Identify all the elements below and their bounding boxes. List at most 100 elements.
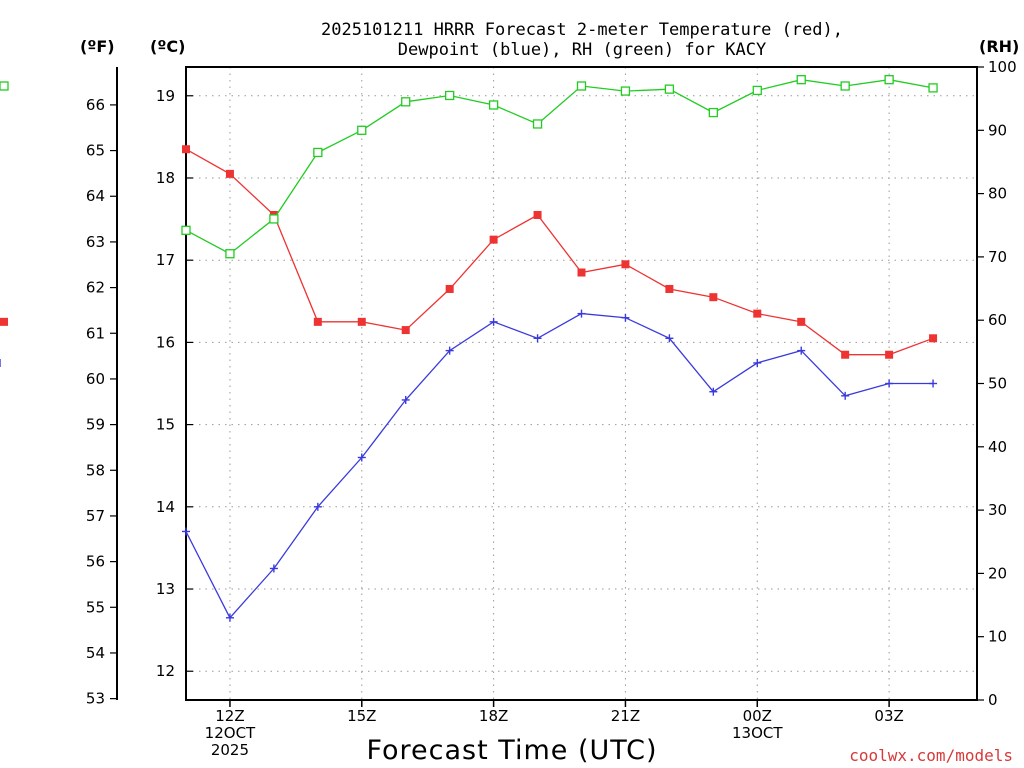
fahrenheit-tick-label: 62 — [86, 279, 105, 297]
rh-point — [357, 125, 367, 135]
temperature-point — [841, 350, 850, 359]
temperature-point — [797, 317, 806, 326]
temperature-line — [185, 148, 934, 356]
dewpoint-point — [709, 387, 718, 396]
celsius-tick-label: 18 — [156, 169, 175, 187]
temperature-point — [445, 284, 454, 293]
dewpoint-point — [269, 564, 278, 573]
chart-title-line-2: Dewpoint (blue), RH (green) for KACY — [398, 40, 766, 60]
rh-tick-label: 10 — [988, 628, 1007, 646]
rh-point — [269, 214, 279, 224]
rh-point — [532, 119, 543, 129]
fahrenheit-tick-label: 64 — [86, 187, 105, 205]
rh-tick-label: 70 — [988, 248, 1007, 266]
fahrenheit-tick-label: 53 — [86, 690, 105, 708]
temperature-point — [225, 169, 234, 178]
celsius-tick-label: 12 — [156, 662, 175, 680]
series-temperature — [0, 145, 938, 359]
fahrenheit-tick-label: 61 — [86, 324, 105, 342]
fahrenheit-tick-label: 58 — [86, 461, 105, 479]
temperature-point — [0, 317, 8, 326]
dewpoint-point — [621, 313, 630, 322]
rh-unit-label: (RH) — [979, 37, 1019, 56]
fahrenheit-tick-label: 59 — [86, 416, 105, 434]
temperature-point — [401, 326, 410, 335]
rh-tick-label: 100 — [988, 58, 1017, 76]
temperature-point — [313, 317, 322, 326]
celsius-tick-label: 19 — [156, 87, 175, 105]
rh-tick-label: 90 — [988, 121, 1007, 139]
temperature-point — [753, 309, 762, 318]
temperature-point — [929, 334, 938, 343]
x-tick-label: 18Z — [479, 707, 508, 725]
dewpoint-point — [533, 334, 542, 343]
gridlines — [186, 67, 977, 700]
dewpoint-point — [182, 527, 190, 536]
fahrenheit-tick-label: 54 — [86, 644, 105, 662]
fahrenheit-tick-label: 65 — [86, 142, 105, 160]
dewpoint-point — [313, 502, 322, 511]
dewpoint-point — [753, 358, 762, 367]
rh-point — [0, 81, 9, 91]
temperature-point — [577, 268, 586, 277]
rh-point — [752, 85, 762, 96]
series-layer — [0, 75, 938, 622]
dewpoint-point — [401, 395, 410, 404]
x-tick-label: 00Z — [743, 707, 772, 725]
dewpoint-point — [577, 309, 586, 318]
rh-point — [313, 147, 323, 158]
dewpoint-point — [357, 453, 366, 462]
x-tick-label: 21Z — [611, 707, 640, 725]
rh-point — [708, 107, 718, 118]
celsius-tick-label: 17 — [156, 251, 175, 269]
rh-point — [928, 83, 938, 93]
dewpoint-point — [929, 379, 938, 388]
rh-tick-label: 30 — [988, 501, 1007, 519]
x-tick-label: 03Z — [874, 707, 903, 725]
x-tick-label: 12OCT — [205, 724, 256, 742]
fahrenheit-unit-label: (ºF) — [80, 37, 115, 56]
x-tick-label: 2025 — [211, 741, 249, 759]
dewpoint-point — [489, 317, 498, 326]
temperature-point — [489, 235, 498, 244]
rh-point — [620, 86, 631, 96]
rh-point — [225, 249, 235, 259]
rh-point — [181, 225, 191, 235]
temperature-point — [533, 210, 542, 219]
dewpoint-point — [797, 346, 806, 355]
x-axis-label: Forecast Time (UTC) — [366, 735, 657, 766]
rh-point — [884, 75, 894, 85]
rh-point — [401, 97, 411, 107]
credit-link[interactable]: coolwx.com/models — [849, 746, 1013, 765]
temperature-point — [182, 145, 190, 154]
rh-point — [664, 84, 675, 94]
rh-line — [185, 79, 934, 255]
fahrenheit-tick-label: 55 — [86, 598, 105, 616]
fahrenheit-tick-label: 66 — [86, 96, 105, 114]
rh-point — [445, 90, 455, 101]
x-tick-label: 15Z — [347, 707, 376, 725]
rh-tick-label: 60 — [988, 311, 1007, 329]
dewpoint-point — [841, 391, 850, 400]
x-tick-label: 13OCT — [732, 724, 783, 742]
dewpoint-point — [885, 379, 894, 388]
rh-tick-label: 50 — [988, 375, 1007, 393]
rh-point — [488, 100, 499, 110]
celsius-unit-label: (ºC) — [150, 37, 185, 56]
chart-title-line-1: 2025101211 HRRR Forecast 2-meter Tempera… — [321, 20, 843, 40]
x-tick-label: 12Z — [215, 707, 244, 725]
fahrenheit-tick-label: 63 — [86, 233, 105, 251]
rh-point — [840, 81, 850, 91]
rh-point — [576, 81, 587, 91]
rh-tick-label: 0 — [988, 691, 998, 709]
celsius-tick-label: 15 — [156, 416, 175, 434]
series-rh — [0, 75, 938, 259]
temperature-point — [709, 293, 718, 302]
celsius-tick-label: 16 — [156, 333, 175, 351]
fahrenheit-tick-label: 60 — [86, 370, 105, 388]
temperature-point — [665, 284, 674, 293]
rh-tick-label: 40 — [988, 438, 1007, 456]
temperature-point — [621, 260, 630, 269]
